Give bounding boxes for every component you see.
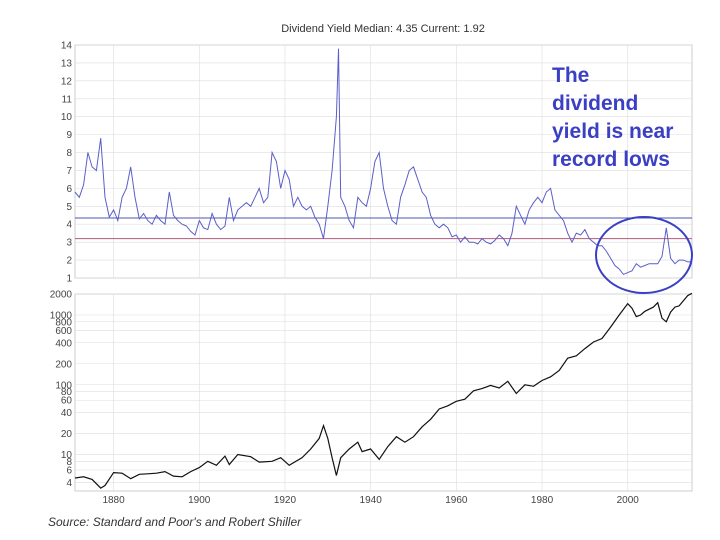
bottom-y-tick-400: 400	[55, 338, 72, 349]
top-panel-grid	[75, 44, 692, 279]
top-y-tick-1: 1	[66, 274, 72, 285]
source-note: Source: Standard and Poor's and Robert S…	[48, 515, 302, 529]
top-y-tick-3: 3	[66, 238, 72, 249]
x-tick-1980: 1980	[531, 495, 554, 506]
stock-price-series-line	[74, 292, 693, 489]
chart-title: Dividend Yield Median: 4.35 Current: 1.9…	[281, 23, 485, 35]
x-tick-1900: 1900	[188, 495, 211, 506]
annotation-line-4: record lows	[552, 148, 670, 171]
bottom-y-tick-10: 10	[61, 450, 73, 461]
top-y-tick-2: 2	[66, 256, 72, 267]
bottom-y-tick-40: 40	[61, 408, 73, 419]
top-y-tick-10: 10	[61, 112, 73, 123]
dividend-yield-series-line	[74, 48, 692, 276]
top-y-tick-8: 8	[66, 148, 72, 159]
annotation-text: The dividend yield is near record lows	[552, 64, 673, 171]
x-tick-1880: 1880	[102, 495, 125, 506]
x-tick-1920: 1920	[274, 495, 297, 506]
x-tick-2000: 2000	[617, 495, 640, 506]
annotation-line-2: dividend	[552, 92, 638, 115]
bottom-y-tick-20: 20	[61, 429, 73, 440]
top-y-tick-6: 6	[66, 184, 72, 195]
top-y-tick-9: 9	[66, 130, 72, 141]
bottom-y-tick-2000: 2000	[50, 290, 73, 301]
bottom-y-tick-100: 100	[55, 380, 72, 391]
reference-lines	[75, 217, 692, 240]
top-y-tick-5: 5	[66, 202, 72, 213]
bottom-y-tick-200: 200	[55, 359, 72, 370]
bottom-y-tick-6: 6	[66, 465, 72, 476]
top-y-tick-13: 13	[61, 58, 73, 69]
top-y-tick-7: 7	[66, 166, 72, 177]
top-y-tick-11: 11	[62, 94, 73, 105]
bottom-y-tick-800: 800	[55, 317, 72, 328]
highlight-circle	[595, 216, 693, 294]
x-tick-1940: 1940	[360, 495, 383, 506]
x-axis-ticks: 1880 1900 1920 1940 1960 1980 2000	[102, 495, 639, 506]
top-y-tick-14: 14	[61, 41, 73, 52]
bottom-y-tick-60: 60	[61, 396, 73, 407]
bottom-y-tick-4: 4	[66, 478, 72, 489]
x-tick-1960: 1960	[445, 495, 468, 506]
bottom-y-tick-8: 8	[66, 457, 72, 468]
bottom-panel-grid	[75, 293, 692, 491]
bottom-y-tick-1000: 1000	[50, 311, 73, 322]
annotation-line-1: The	[552, 64, 589, 87]
bottom-y-tick-600: 600	[55, 326, 72, 337]
top-y-tick-12: 12	[61, 76, 73, 87]
top-y-tick-4: 4	[66, 220, 72, 231]
annotation-line-3: yield is near	[552, 120, 673, 143]
bottom-y-tick-80: 80	[61, 387, 73, 398]
